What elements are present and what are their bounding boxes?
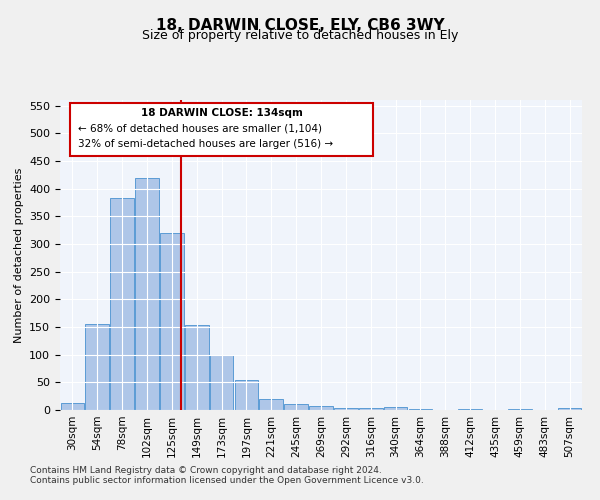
Bar: [334, 408, 358, 410]
Bar: [235, 380, 258, 410]
Bar: [359, 408, 383, 410]
Text: Contains HM Land Registry data © Crown copyright and database right 2024.
Contai: Contains HM Land Registry data © Crown c…: [30, 466, 424, 485]
Bar: [85, 324, 109, 410]
Text: 32% of semi-detached houses are larger (516) →: 32% of semi-detached houses are larger (…: [78, 138, 334, 149]
Bar: [384, 407, 407, 410]
Bar: [70, 103, 373, 156]
Bar: [61, 404, 84, 410]
Bar: [259, 399, 283, 410]
Bar: [458, 409, 482, 410]
Y-axis label: Number of detached properties: Number of detached properties: [14, 168, 23, 342]
Bar: [210, 354, 233, 410]
Bar: [409, 409, 432, 410]
Bar: [185, 326, 209, 410]
Bar: [508, 409, 532, 410]
Text: 18, DARWIN CLOSE, ELY, CB6 3WY: 18, DARWIN CLOSE, ELY, CB6 3WY: [155, 18, 445, 32]
Text: 18 DARWIN CLOSE: 134sqm: 18 DARWIN CLOSE: 134sqm: [141, 108, 303, 118]
Bar: [558, 408, 581, 410]
Text: Size of property relative to detached houses in Ely: Size of property relative to detached ho…: [142, 29, 458, 42]
Bar: [309, 406, 333, 410]
Text: ← 68% of detached houses are smaller (1,104): ← 68% of detached houses are smaller (1,…: [78, 123, 322, 133]
Bar: [160, 233, 184, 410]
Bar: [110, 198, 134, 410]
Bar: [284, 404, 308, 410]
Bar: [135, 178, 159, 410]
